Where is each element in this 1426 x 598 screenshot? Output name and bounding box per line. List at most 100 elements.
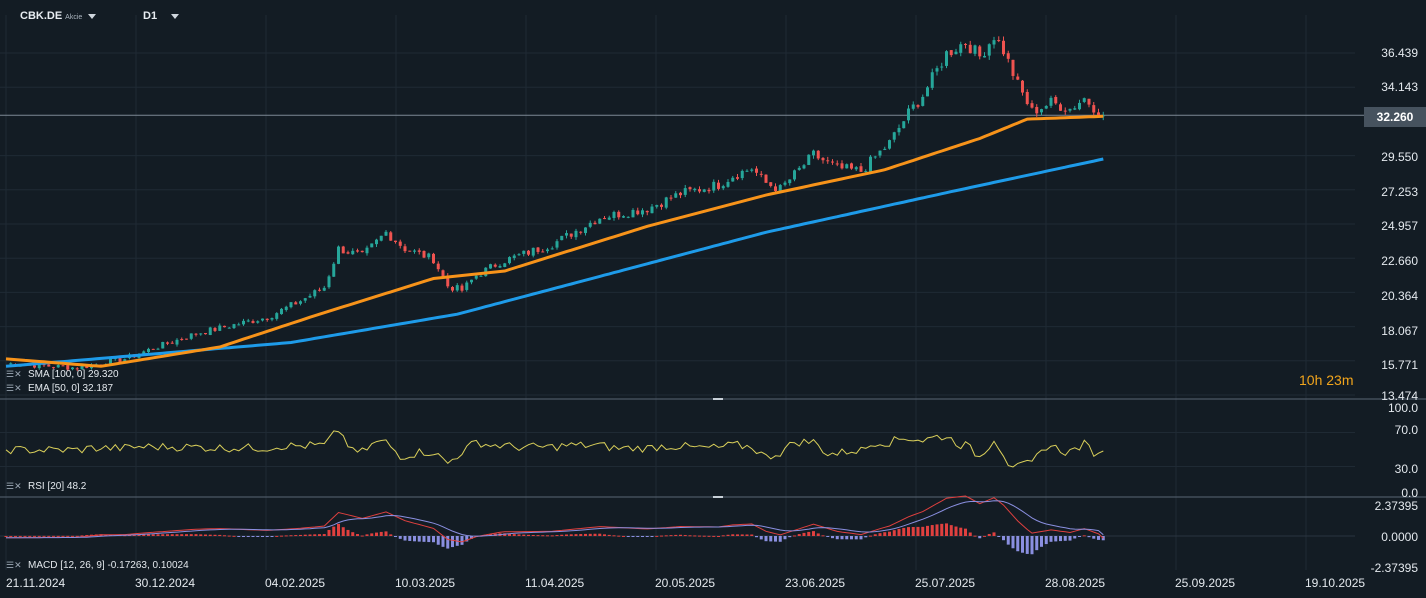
y-tick-label: 18.067 — [1381, 324, 1418, 338]
macd-histogram-bar — [916, 526, 920, 536]
macd-histogram-bar — [569, 534, 573, 536]
macd-histogram-bar — [607, 534, 611, 536]
macd-histogram-bar — [403, 536, 407, 541]
candle-up — [332, 263, 336, 277]
macd-histogram-bar — [1040, 536, 1043, 547]
macd-histogram-bar — [546, 535, 549, 537]
macd-histogram-bar — [194, 534, 198, 536]
candle-down — [436, 263, 440, 270]
candle-up — [455, 285, 459, 291]
macd-histogram-bar — [275, 535, 279, 537]
macd-histogram-bar — [318, 534, 321, 536]
macd-histogram-bar — [669, 535, 673, 537]
macd-histogram-bar — [218, 534, 222, 536]
macd-histogram-bar — [973, 535, 977, 537]
macd-histogram-bar — [299, 534, 302, 536]
macd-histogram-bar — [1049, 536, 1053, 542]
macd-histogram-bar — [166, 534, 169, 536]
candle-up — [935, 68, 939, 72]
candle-up — [550, 248, 554, 250]
macd-histogram-bar — [341, 527, 345, 536]
candle-down — [764, 174, 768, 183]
candle-up — [1082, 98, 1086, 102]
candle-up — [721, 186, 725, 189]
macd-histogram-bar — [1092, 536, 1096, 539]
x-tick-label: 20.05.2025 — [655, 576, 716, 590]
ema-line — [5, 114, 1104, 368]
rsi-tick-label: 100.0 — [1387, 401, 1418, 415]
candle-up — [854, 167, 858, 170]
candle-up — [351, 250, 355, 255]
macd-histogram-bar — [712, 535, 716, 537]
macd-legend[interactable]: ☰✕ MACD [12, 26, 9] -0.17263, 0.10024 — [6, 560, 189, 571]
candle-up — [1040, 109, 1043, 113]
macd-histogram-bar — [303, 534, 307, 536]
candle-up — [664, 197, 668, 208]
macd-histogram-bar — [503, 533, 507, 536]
settings-close-icon[interactable]: ☰✕ — [6, 383, 22, 393]
symbol-selector[interactable]: CBK.DE Akcie — [20, 10, 97, 22]
macd-histogram-bar — [574, 534, 578, 536]
candle-down — [1092, 105, 1096, 113]
candle-down — [403, 246, 407, 252]
macd-histogram-bar — [237, 536, 241, 537]
settings-close-icon[interactable]: ☰✕ — [6, 481, 22, 491]
candle-down — [204, 332, 207, 335]
settings-close-icon[interactable]: ☰✕ — [6, 560, 22, 570]
candle-down — [360, 250, 364, 253]
macd-histogram-bar — [631, 536, 635, 537]
macd-histogram-bar — [755, 536, 758, 538]
sma-legend[interactable]: ☰✕ SMA [100, 0] 29.320 — [6, 369, 119, 380]
macd-histogram-bar — [983, 535, 986, 537]
candle-up — [208, 327, 212, 335]
candle-down — [1097, 112, 1100, 117]
macd-histogram-bar — [736, 534, 739, 536]
macd-histogram-bar — [555, 535, 559, 537]
candle-up — [674, 193, 678, 198]
rsi-legend-label: RSI [20] 48.2 — [28, 481, 87, 492]
candle-up — [218, 325, 222, 331]
macd-histogram-bar — [75, 535, 79, 537]
timeframe-selector[interactable]: D1 — [143, 10, 180, 22]
macd-histogram-bar — [4, 536, 8, 537]
x-tick-label: 21.11.2024 — [6, 576, 66, 590]
macd-histogram-bar — [897, 528, 901, 536]
macd-histogram-bar — [660, 535, 663, 537]
candle-down — [265, 318, 269, 321]
candle-down — [194, 333, 198, 335]
macd-histogram-bar — [56, 535, 60, 537]
candle-down — [1035, 106, 1039, 114]
candle-up — [275, 313, 279, 319]
macd-histogram-bar — [313, 534, 317, 536]
candle-down — [408, 250, 412, 252]
macd-histogram-bar — [968, 532, 972, 536]
x-tick-label: 25.07.2025 — [915, 576, 976, 590]
macd-histogram-bar — [926, 525, 929, 536]
settings-close-icon[interactable]: ☰✕ — [6, 369, 22, 379]
y-tick-label: 24.957 — [1381, 219, 1418, 233]
macd-histogram-bar — [270, 536, 274, 537]
macd-histogram-bar — [370, 533, 374, 536]
candle-up — [1068, 108, 1072, 111]
candle-down — [688, 187, 692, 190]
macd-histogram-bar — [740, 534, 744, 536]
ema-legend[interactable]: ☰✕ EMA [50, 0] 32.187 — [6, 383, 113, 394]
macd-histogram-bar — [365, 534, 369, 536]
macd-histogram-bar — [764, 536, 768, 542]
macd-histogram-bar — [132, 534, 136, 536]
macd-histogram-bar — [441, 536, 445, 547]
sma-legend-label: SMA [100, 0] 29.320 — [28, 369, 119, 380]
candle-up — [783, 182, 787, 185]
rsi-legend[interactable]: ☰✕ RSI [20] 48.2 — [6, 481, 86, 492]
macd-histogram-bar — [883, 532, 887, 536]
macd-histogram-bar — [170, 534, 174, 536]
macd-tick-label: 0.0000 — [1381, 530, 1418, 544]
candle-up — [413, 250, 416, 252]
macd-histogram-bar — [432, 536, 435, 543]
candle-down — [964, 43, 967, 45]
candle-down — [527, 250, 530, 255]
candle-up — [954, 51, 958, 55]
candle-down — [432, 253, 435, 264]
candle-down — [166, 342, 169, 344]
